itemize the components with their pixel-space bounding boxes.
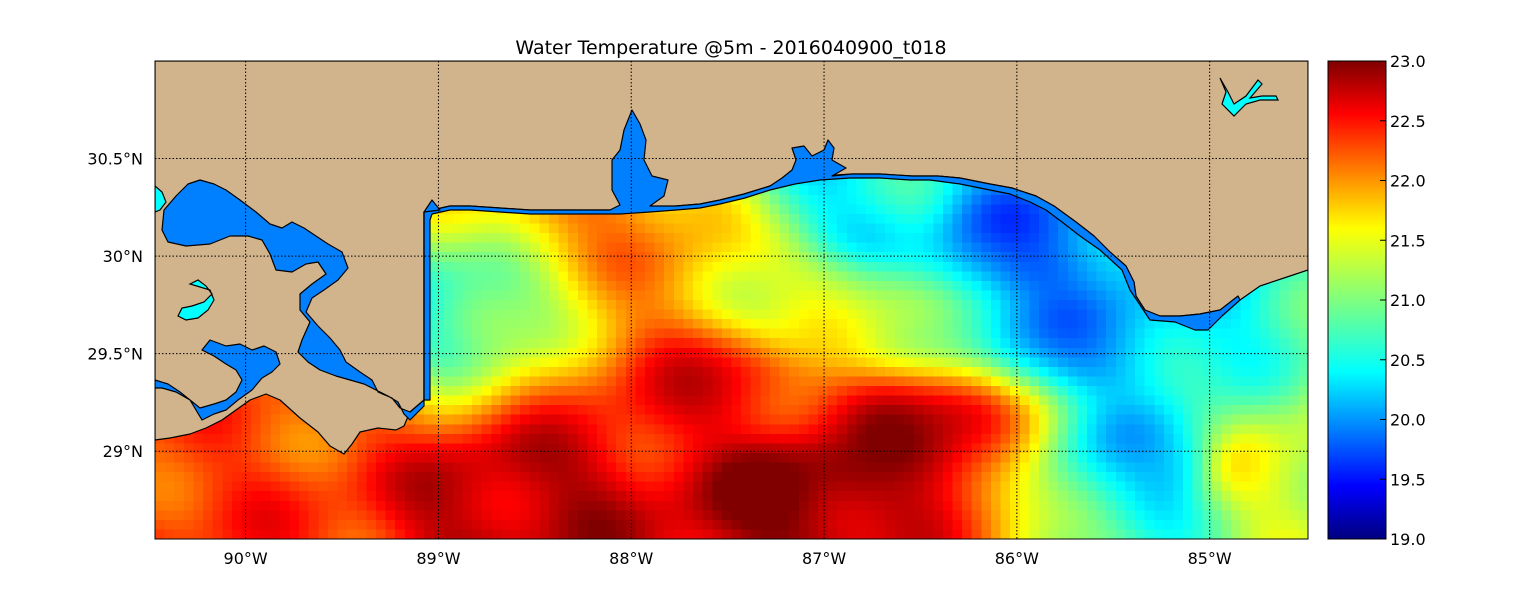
y-axis-ticks: 29°N 29.5°N 30°N 30.5°N <box>87 150 143 462</box>
colorbar-ticks: 19.0 19.5 20.0 20.5 21.0 21.5 22.0 22.5 23.0 <box>1380 52 1426 549</box>
colorbar-gradient <box>1327 60 1387 540</box>
colorbar-tick-label: 23.0 <box>1390 52 1426 71</box>
y-tick-label: 29.5°N <box>87 345 143 364</box>
colorbar-tick-label: 21.5 <box>1390 231 1426 250</box>
x-tick-label: 85°W <box>1188 549 1232 568</box>
colorbar-tick-label: 20.5 <box>1390 351 1426 370</box>
lake-small <box>177 279 215 321</box>
lake-northeast <box>1219 77 1279 117</box>
colorbar-tick-label: 19.5 <box>1390 470 1426 489</box>
colorbar: 19.0 19.5 20.0 20.5 21.0 21.5 22.0 22.5 23.0 <box>1327 52 1426 549</box>
y-tick-label: 30°N <box>103 247 143 266</box>
x-tick-label: 89°W <box>416 549 460 568</box>
colorbar-tick-label: 20.0 <box>1390 411 1426 430</box>
graticule <box>155 61 1308 539</box>
x-axis-ticks: 90°W 89°W 88°W 87°W 86°W 85°W <box>224 549 1232 568</box>
lake-west <box>155 185 167 213</box>
y-tick-label: 29°N <box>103 442 143 461</box>
y-tick-label: 30.5°N <box>87 150 143 169</box>
coastal-lagoon <box>423 109 1241 401</box>
map-plot-area <box>155 61 1308 539</box>
colorbar-tick-label: 21.0 <box>1390 291 1426 310</box>
lakes <box>155 77 1279 321</box>
colorbar-tick-label: 22.5 <box>1390 112 1426 131</box>
colorbar-tick-label: 22.0 <box>1390 172 1426 191</box>
delta-water <box>155 339 281 421</box>
x-tick-label: 90°W <box>224 549 268 568</box>
map-frame <box>154 60 1309 540</box>
inland-water <box>155 109 1241 421</box>
x-tick-label: 87°W <box>802 549 846 568</box>
x-tick-label: 86°W <box>995 549 1039 568</box>
chart-title: Water Temperature @5m - 2016040900_t018 <box>515 37 946 59</box>
bay-west <box>161 179 441 421</box>
x-tick-label: 88°W <box>609 549 653 568</box>
colorbar-tick-label: 19.0 <box>1390 530 1426 549</box>
